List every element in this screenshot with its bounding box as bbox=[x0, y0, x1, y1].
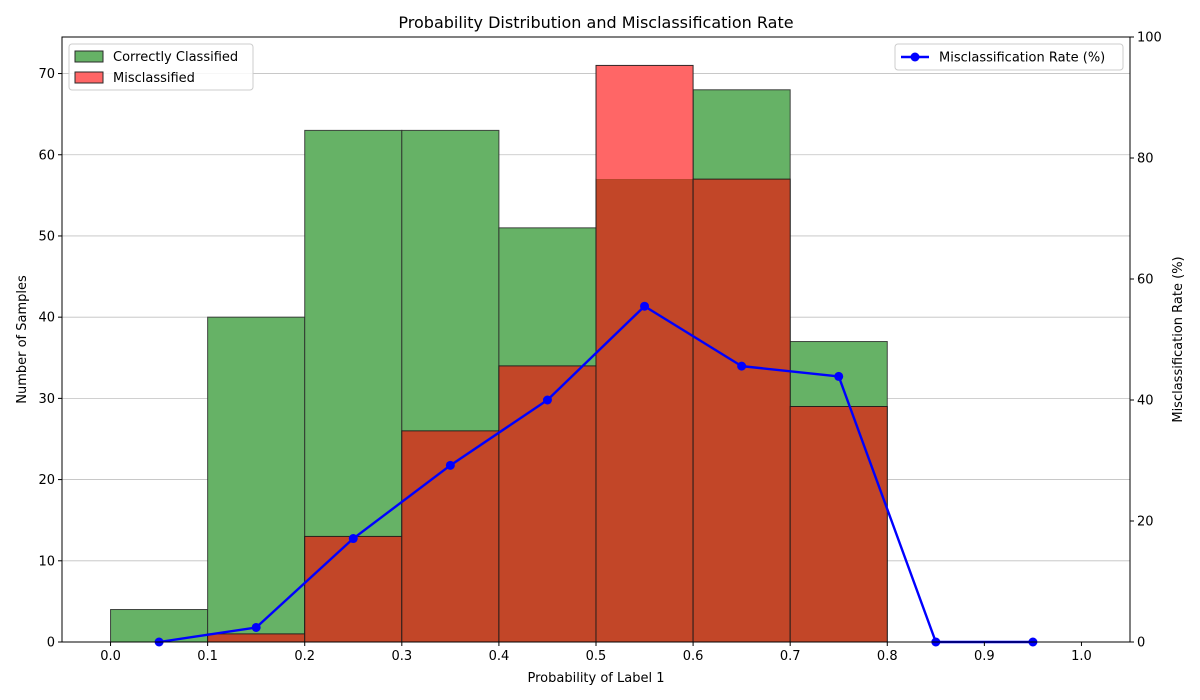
legend-label: Misclassification Rate (%) bbox=[939, 51, 1105, 66]
legend-swatch bbox=[74, 50, 104, 63]
legend-box bbox=[68, 43, 254, 91]
legend-box bbox=[894, 43, 1124, 71]
x-tick-label: 0.2 bbox=[294, 649, 315, 664]
rate-point bbox=[251, 622, 261, 632]
legend-label: Misclassified bbox=[113, 71, 195, 86]
misclassified-bar-top bbox=[596, 65, 694, 180]
x-axis: 0.0 0.1 0.2 0.3 0.4 0.5 0.6 0.7 0.8 0.9 1.0 bbox=[100, 642, 1092, 664]
y-tick-label: 40 bbox=[38, 311, 55, 326]
misclassified-bar-overlap bbox=[498, 365, 596, 642]
y2-tick-label: 60 bbox=[1137, 273, 1154, 288]
x-axis-label: Probability of Label 1 bbox=[528, 671, 665, 686]
misclassified-bar-overlap bbox=[693, 179, 791, 643]
rate-point bbox=[348, 534, 358, 544]
chart-title: Probability Distribution and Misclassifi… bbox=[398, 13, 793, 32]
y-tick-label: 20 bbox=[38, 473, 55, 488]
legend-label: Correctly Classified bbox=[113, 50, 238, 65]
x-tick-label: 0.0 bbox=[100, 649, 121, 664]
rate-point bbox=[737, 361, 747, 371]
x-tick-label: 0.9 bbox=[974, 649, 995, 664]
correct-bar bbox=[207, 316, 306, 643]
x-tick-label: 0.7 bbox=[780, 649, 801, 664]
y-axis: 0 10 20 30 40 50 60 70 bbox=[38, 67, 62, 651]
misclassified-bars bbox=[207, 64, 888, 643]
y-axis-label: Number of Samples bbox=[15, 275, 30, 404]
rate-point bbox=[834, 371, 844, 381]
y-tick-label: 60 bbox=[38, 148, 55, 163]
y-tick-label: 0 bbox=[47, 636, 55, 651]
x-tick-label: 1.0 bbox=[1071, 649, 1092, 664]
x-tick-label: 0.8 bbox=[877, 649, 898, 664]
misclassified-bar-overlap bbox=[207, 633, 305, 642]
y2-axis: 0 20 40 60 80 100 bbox=[1130, 31, 1162, 651]
rate-point bbox=[542, 395, 552, 405]
misclassified-bar-overlap bbox=[790, 406, 888, 642]
legend-left: Correctly Classified Misclassified bbox=[68, 43, 254, 91]
x-tick-label: 0.6 bbox=[683, 649, 704, 664]
y-tick-label: 50 bbox=[38, 229, 55, 244]
y2-axis-label: Misclassification Rate (%) bbox=[1171, 256, 1186, 422]
x-tick-label: 0.1 bbox=[197, 649, 218, 664]
legend-right: Misclassification Rate (%) bbox=[894, 43, 1124, 71]
rate-line bbox=[158, 305, 1033, 644]
y2-tick-label: 100 bbox=[1137, 31, 1162, 46]
y2-tick-label: 20 bbox=[1137, 515, 1154, 530]
legend-marker bbox=[910, 52, 920, 62]
x-tick-label: 0.4 bbox=[489, 649, 510, 664]
x-tick-label: 0.3 bbox=[391, 649, 412, 664]
rate-point bbox=[640, 301, 650, 311]
x-tick-label: 0.5 bbox=[586, 649, 607, 664]
y-tick-label: 10 bbox=[38, 554, 55, 569]
y2-tick-label: 40 bbox=[1137, 394, 1154, 409]
misclassified-bar-overlap bbox=[304, 536, 402, 642]
misclassified-bar-overlap bbox=[596, 179, 694, 643]
legend-swatch bbox=[74, 71, 104, 84]
y-tick-label: 30 bbox=[38, 392, 55, 407]
y2-tick-label: 80 bbox=[1137, 152, 1154, 167]
rate-point bbox=[445, 460, 455, 470]
y-tick-label: 70 bbox=[38, 67, 55, 82]
y2-tick-label: 0 bbox=[1137, 636, 1145, 651]
